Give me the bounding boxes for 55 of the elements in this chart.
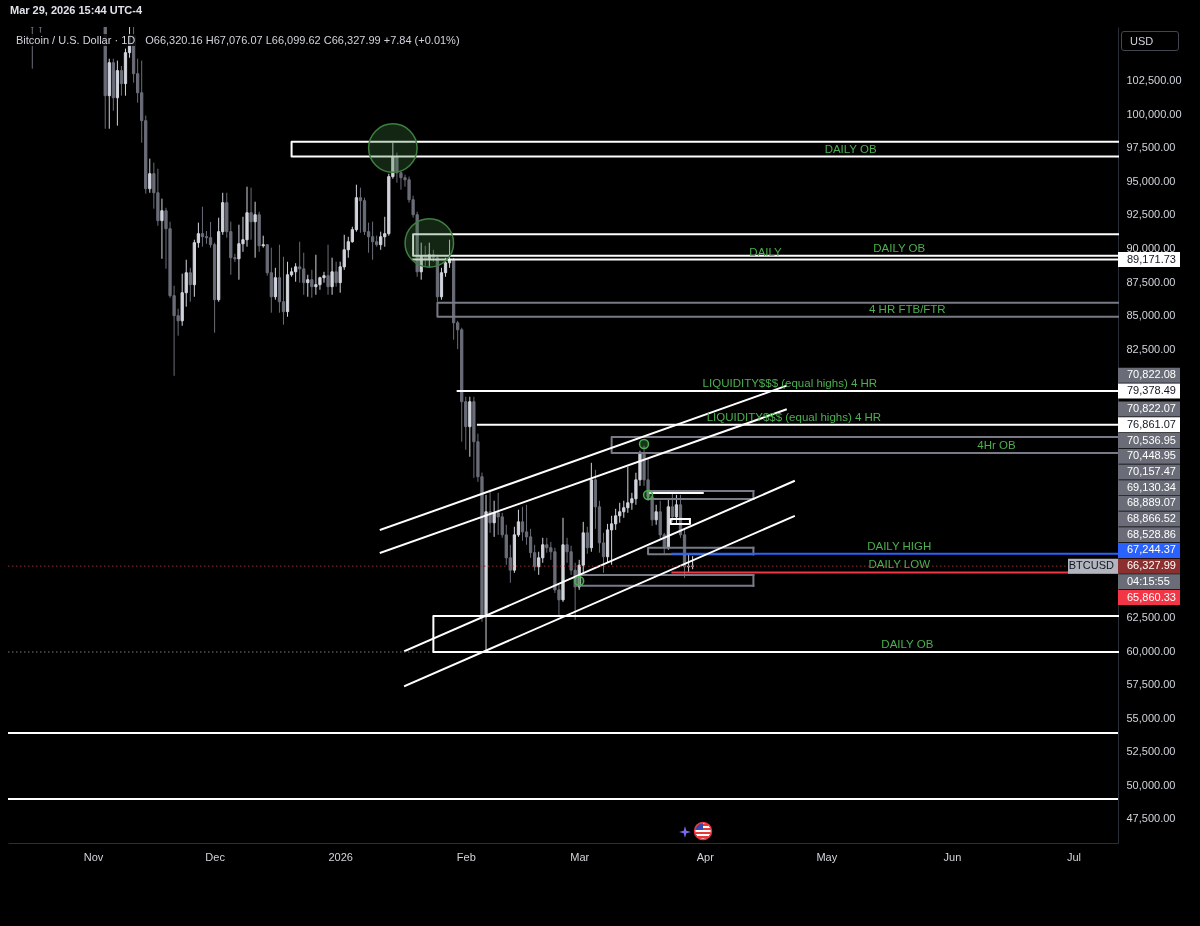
- y-tick-label: 55,000.00: [1126, 711, 1176, 724]
- y-tick-label: 85,000.00: [1126, 309, 1176, 322]
- y-tick-label: 102,500.00: [1126, 74, 1182, 87]
- text: 69,130.34: [1127, 480, 1176, 493]
- y-tick-label: 82,500.00: [1126, 342, 1176, 355]
- x-tick-label: May: [816, 850, 838, 863]
- text: O66,320.16 H67,076.07 L66,099.62 C66,327.99 +7.84 (+0.01%): [145, 34, 460, 46]
- series-label: BTCUSD: [1068, 559, 1115, 572]
- y-tick-label: 90,000.00: [1126, 241, 1176, 254]
- x-tick-label: Feb: [456, 850, 476, 863]
- text: Mar 29, 2026 15:44 UTC-4: [10, 4, 143, 16]
- text: 68,889.07: [1127, 496, 1176, 509]
- y-tick-label: 60,000.00: [1126, 644, 1176, 657]
- text: 70,536.95: [1127, 433, 1176, 446]
- data-label: 65,860.33: [1127, 590, 1176, 603]
- y-tick-label: 95,000.00: [1126, 174, 1176, 187]
- text: 70,448.95: [1127, 449, 1176, 462]
- annotation: 4 HR FTB/FTR: [869, 302, 946, 315]
- text: 70,822.08: [1127, 368, 1176, 381]
- data-label: 66,327.99: [1127, 559, 1176, 572]
- y-tick-label: 57,500.00: [1126, 678, 1176, 691]
- text: 70,822.07: [1127, 402, 1176, 415]
- x-tick-label: Dec: [205, 850, 226, 863]
- y-tick-label: 87,500.00: [1126, 275, 1176, 288]
- annotation: LIQUIDITY$$$ (equal highs) 4 HR: [702, 377, 878, 389]
- x-tick-label: Nov: [83, 850, 104, 863]
- text: 68,528.86: [1127, 527, 1176, 540]
- y-tick-label: 100,000.00: [1126, 107, 1182, 120]
- annotation: DAILY: [749, 245, 783, 258]
- annotation: DAILY OB: [824, 142, 877, 155]
- x-tick-label: Mar: [570, 850, 590, 863]
- x-tick-label: Jul: [1066, 850, 1081, 863]
- y-tick-label: 52,500.00: [1126, 745, 1176, 758]
- data-label: 89,171.73: [1127, 252, 1176, 265]
- text: 70,157.47: [1127, 464, 1176, 477]
- y-tick-label: 50,000.00: [1126, 778, 1176, 791]
- text: Bitcoin / U.S. Dollar · 1D: [16, 34, 136, 46]
- y-axis-title: USD: [1121, 31, 1179, 51]
- annotation: DAILY HIGH: [867, 539, 932, 552]
- y-tick-label: 47,500.00: [1126, 812, 1176, 825]
- x-tick-label: Apr: [696, 850, 715, 863]
- annotation: DAILY OB: [873, 241, 926, 254]
- data-label: 67,244.37: [1127, 543, 1176, 556]
- annotation: DAILY LOW: [868, 558, 931, 571]
- y-tick-label: 92,500.00: [1126, 208, 1176, 221]
- y-tick-label: 97,500.00: [1126, 141, 1176, 154]
- annotation: 4Hr OB: [977, 438, 1016, 451]
- text: 68,866.52: [1127, 512, 1176, 525]
- x-tick-label: 2026: [328, 850, 353, 863]
- annotation: DAILY OB: [881, 638, 934, 651]
- text: 04:15:55: [1127, 574, 1170, 587]
- y-tick-label: 62,500.00: [1126, 611, 1176, 624]
- x-tick-label: Jun: [943, 850, 962, 863]
- data-label: 76,861.07: [1127, 417, 1176, 430]
- data-label: 79,378.49: [1127, 384, 1176, 396]
